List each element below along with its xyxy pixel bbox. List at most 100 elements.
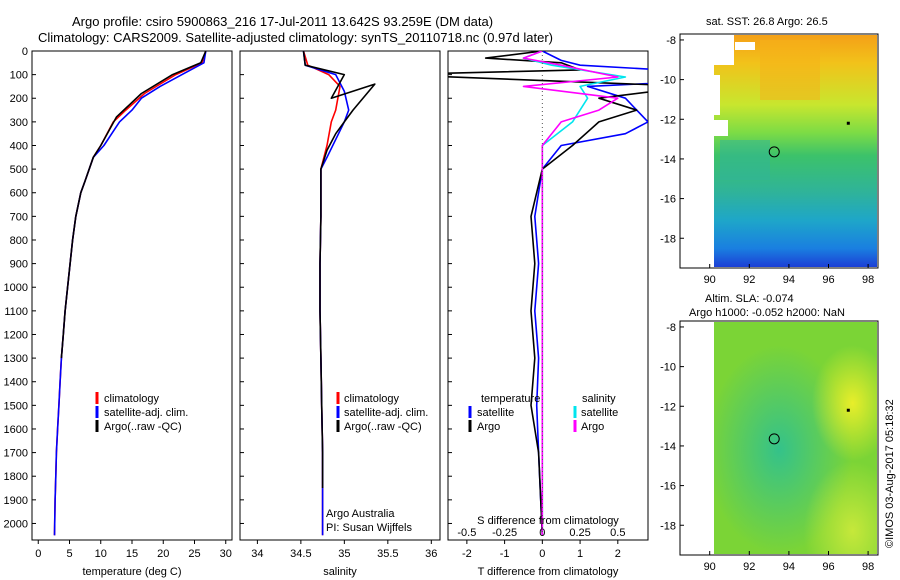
sst-missing-4	[714, 120, 728, 136]
depth-tick-label: 1500	[4, 400, 28, 412]
depth-tick-label: 1800	[4, 471, 28, 483]
map-lon-tick-label: 98	[862, 561, 874, 573]
map-lat-tick-label: -12	[660, 401, 676, 413]
map-lat-tick-label: -10	[660, 75, 676, 87]
temperature-tick-label: 25	[188, 548, 200, 560]
depth-tick-label: 1300	[4, 353, 28, 365]
difference-tick-label: -1	[500, 548, 510, 560]
sst-overlay: 90 92 94 96 98 -8 -10 -12 -14 -16 -18	[660, 35, 874, 286]
difference-panel-frame	[447, 50, 649, 541]
sla-blob-yellow-2	[714, 322, 877, 554]
sla-overlay: 90 92 94 96 98 -8 -10 -12 -14 -16 -18	[660, 322, 874, 573]
salinity-legend: climatology satellite-adj. clim. Argo(..…	[336, 392, 428, 433]
figure-title-line1: Argo profile: csiro 5900863_216 17-Jul-2…	[72, 14, 493, 29]
map-lon-tick-label: 90	[704, 561, 716, 573]
sal-legend-argo: Argo(..raw -QC)	[344, 421, 422, 433]
difference-xlabel-top: S difference from climatology	[477, 515, 619, 527]
salinity-diff-tick-label: 0.25	[569, 527, 590, 539]
map-lat-tick-label: -8	[666, 322, 676, 334]
sst-missing-2	[735, 42, 755, 50]
sst-missing-1	[714, 35, 734, 65]
sst-map: sat. SST: 26.8 Argo: 26.5 90 92 94 96 98 -8 -1…	[660, 16, 879, 286]
imos-watermark: ©IMOS 03-Aug-2017 05:18:32	[884, 399, 896, 548]
depth-axis-ticks: 0 100 200 300 400 500 600 700 800 900 1000 1100 1200…	[4, 46, 452, 530]
map-lon-tick-label: 94	[783, 274, 795, 286]
sla-map-title: Altim. SLA: -0.074	[705, 293, 794, 305]
legend-satellite-adj: satellite-adj. clim.	[104, 407, 188, 419]
salinity-diff-tick-label: 0	[539, 527, 545, 539]
diff-legend-salinity-header: salinity	[582, 393, 616, 405]
depth-tick-label: 1400	[4, 377, 28, 389]
temperature-axis: 0 5 10 15 20 25 30	[35, 540, 232, 560]
legend-argo: Argo(..raw -QC)	[104, 421, 182, 433]
difference-tick-label: -2	[462, 548, 472, 560]
credit-institution: Argo Australia	[326, 508, 395, 520]
sst-map-title: sat. SST: 26.8 Argo: 26.5	[706, 16, 828, 28]
map-lat-tick-label: -16	[660, 481, 676, 493]
legend-climatology: climatology	[104, 393, 160, 405]
depth-tick-label: 1600	[4, 424, 28, 436]
depth-tick-label: 2000	[4, 518, 28, 530]
profile-location-marker	[768, 433, 780, 445]
sal-legend-satellite-adj: satellite-adj. clim.	[344, 407, 428, 419]
salinity-plot	[302, 51, 376, 536]
difference-legend: temperature salinity satellite Argo sate…	[468, 393, 618, 433]
series-line-satellite	[533, 51, 648, 536]
difference-plot	[448, 51, 648, 540]
depth-tick-label: 1900	[4, 495, 28, 507]
temperature-legend: climatology satellite-adj. clim. Argo(..…	[95, 392, 188, 433]
temperature-panel-frame	[31, 50, 233, 541]
map-point-marker	[846, 408, 850, 412]
sst-cool-patch	[720, 140, 770, 180]
salinity-diff-tick-label: -0.25	[492, 527, 517, 539]
depth-tick-label: 0	[22, 46, 28, 58]
map-lon-tick-label: 90	[704, 274, 716, 286]
map-lat-tick-label: -8	[666, 35, 676, 47]
depth-tick-label: 800	[10, 235, 28, 247]
difference-tick-label: 0	[539, 548, 545, 560]
figure-title-line2: Climatology: CARS2009. Satellite-adjuste…	[38, 30, 553, 45]
depth-tick-label: 400	[10, 140, 28, 152]
salinity-tick-label: 35.5	[377, 548, 398, 560]
temperature-tick-label: 15	[126, 548, 138, 560]
profile-location-marker	[768, 146, 780, 158]
sst-warm-patch	[760, 40, 820, 100]
series-line-satellite-adj--clim-	[302, 51, 350, 536]
temperature-tick-label: 20	[157, 548, 169, 560]
depth-tick-label: 1000	[4, 282, 28, 294]
diff-legend-sal-satellite: satellite	[581, 407, 618, 419]
temperature-xlabel: temperature (deg C)	[82, 566, 181, 578]
salinity-tick-label: 35	[338, 548, 350, 560]
temperature-tick-label: 0	[35, 548, 41, 560]
sla-map: Altim. SLA: -0.074 Argo h1000: -0.052 h2…	[660, 293, 879, 573]
temperature-plot	[53, 51, 207, 536]
depth-tick-label: 900	[10, 259, 28, 271]
sst-missing-3	[714, 75, 720, 115]
map-lat-tick-label: -12	[660, 114, 676, 126]
difference-tick-label: 2	[615, 548, 621, 560]
salinity-xlabel: salinity	[323, 566, 357, 578]
salinity-diff-tick-label: 0.5	[610, 527, 625, 539]
series-line-climatology	[53, 51, 207, 536]
temperature-tick-label: 10	[95, 548, 107, 560]
sla-map-subtitle: Argo h1000: -0.052 h2000: NaN	[689, 307, 845, 319]
map-lat-tick-label: -14	[660, 154, 676, 166]
difference-axis: -2 -1 0 1 2 -0.5 -0.25 0 0.25 0.5	[457, 527, 625, 560]
map-lat-tick-label: -18	[660, 233, 676, 245]
map-lon-tick-label: 92	[743, 274, 755, 286]
diff-legend-temp-satellite: satellite	[477, 407, 514, 419]
depth-tick-label: 1700	[4, 448, 28, 460]
difference-tick-label: 1	[577, 548, 583, 560]
credit-pi: PI: Susan Wijffels	[326, 522, 412, 534]
salinity-panel-frame	[239, 50, 441, 541]
series-line-argo---raw--qc-	[60, 51, 207, 359]
depth-tick-label: 1200	[4, 329, 28, 341]
temperature-tick-label: 30	[220, 548, 232, 560]
series-line-satellite-adj--clim-	[53, 51, 207, 536]
salinity-tick-label: 34.5	[290, 548, 311, 560]
salinity-diff-tick-label: -0.5	[457, 527, 476, 539]
map-lon-tick-label: 96	[822, 561, 834, 573]
salinity-tick-label: 36	[425, 548, 437, 560]
diff-legend-temperature-header: temperature	[481, 393, 540, 405]
